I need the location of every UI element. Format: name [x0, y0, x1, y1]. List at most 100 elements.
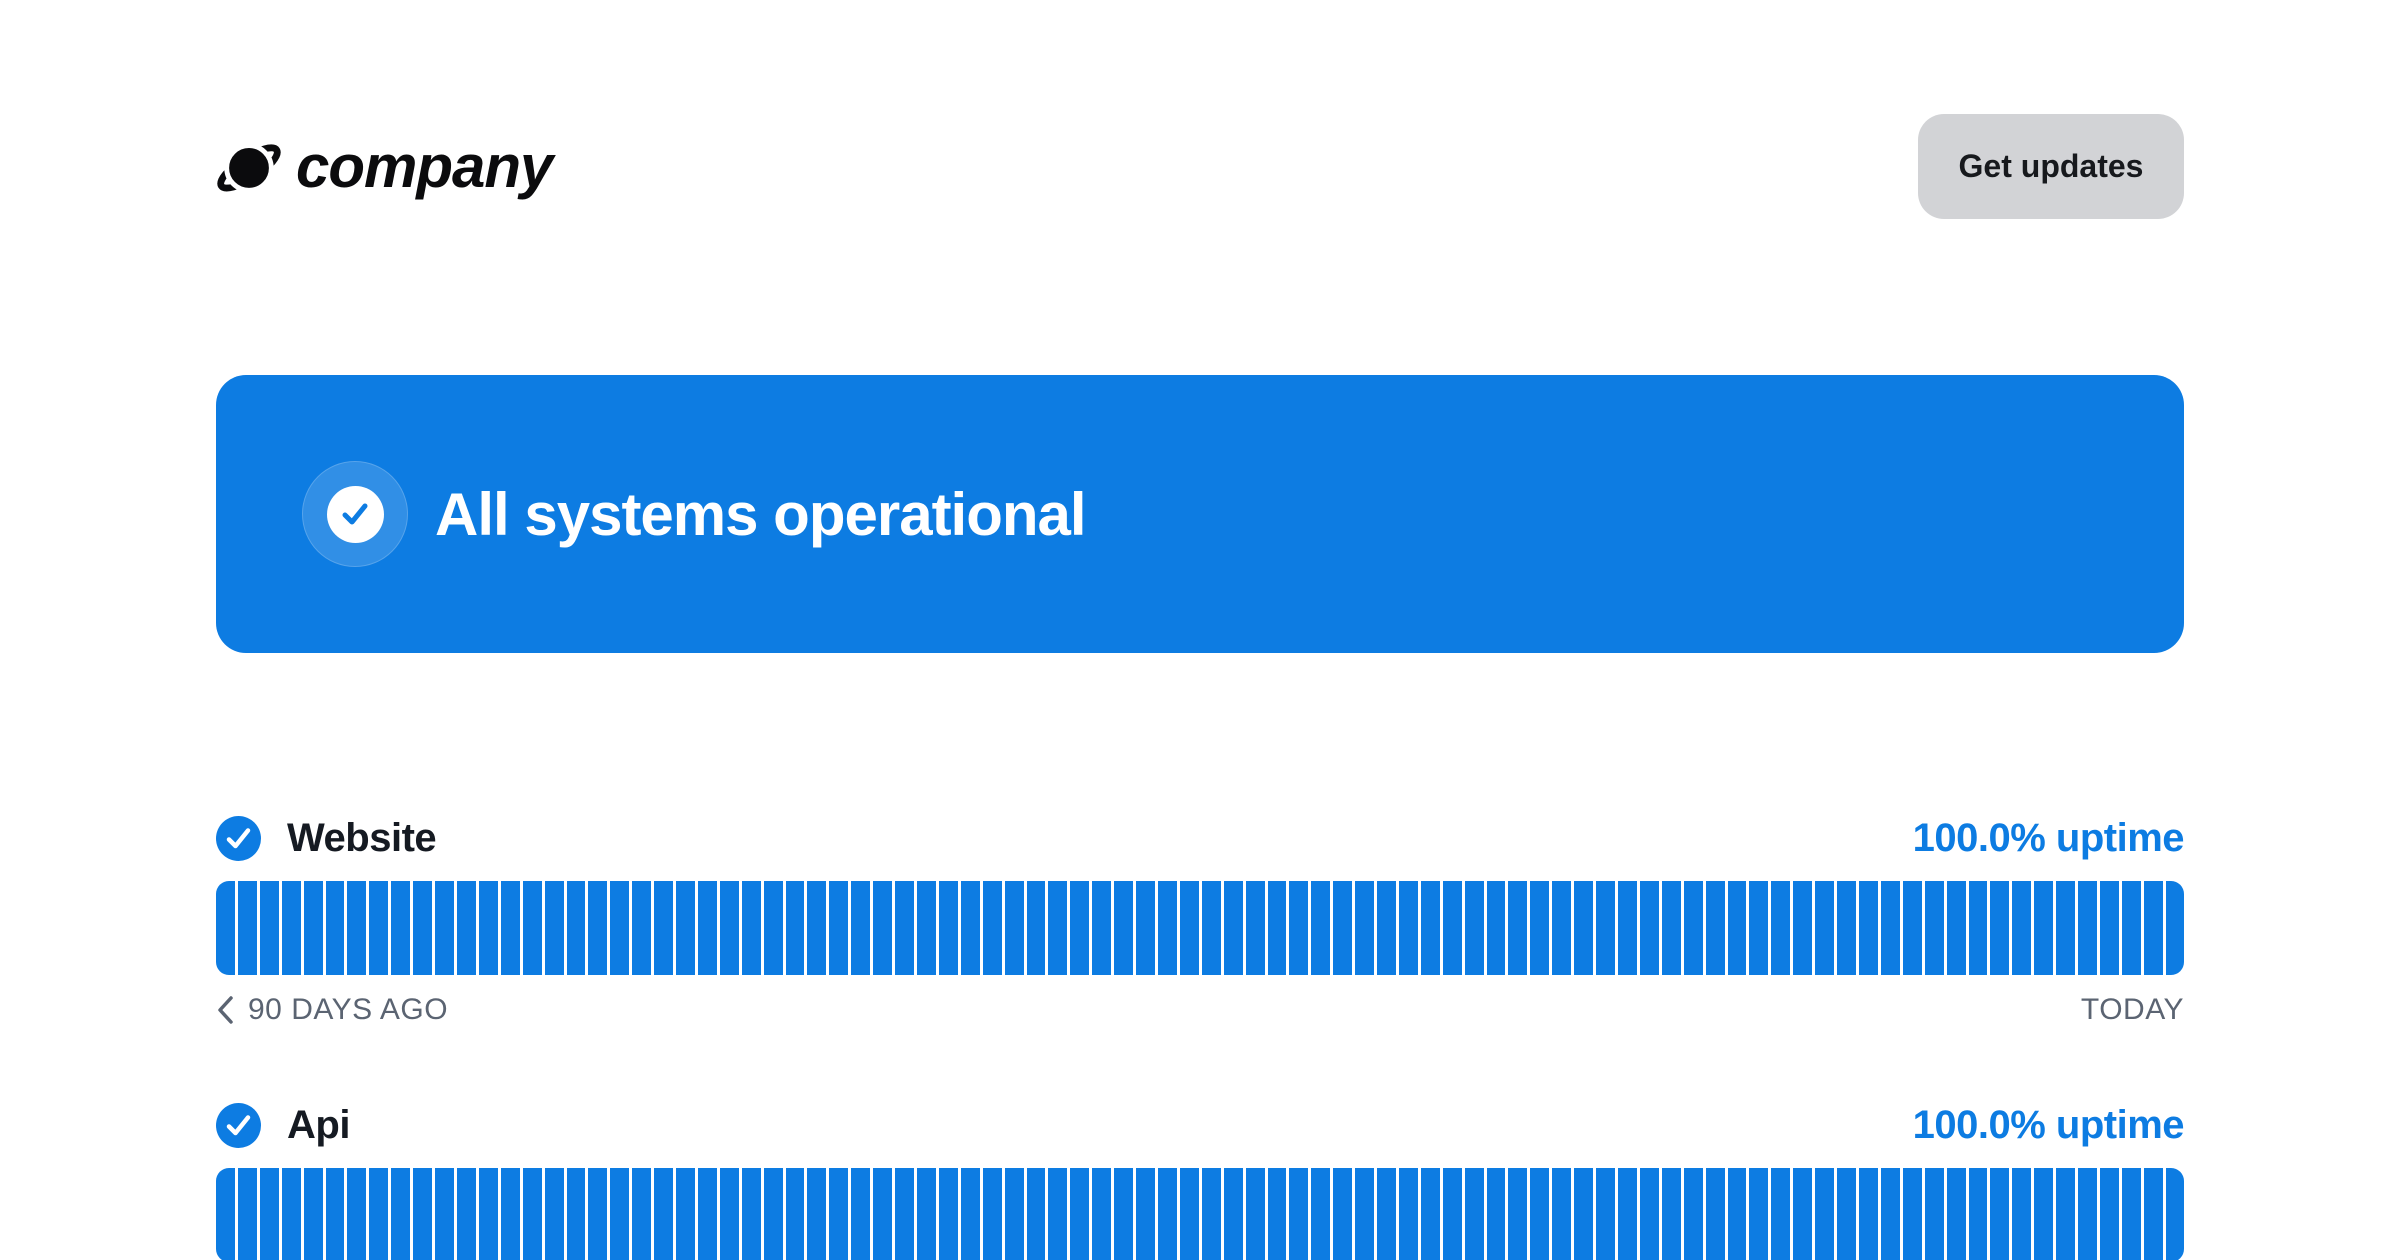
- uptime-day-bar: [1136, 1168, 1155, 1260]
- uptime-day-bar: [610, 1168, 630, 1260]
- uptime-day-bar: [391, 1168, 411, 1260]
- legend-left-label: 90 DAYS AGO: [248, 993, 449, 1026]
- uptime-day-bar: [895, 1168, 914, 1260]
- uptime-day-bar: [851, 1168, 871, 1260]
- uptime-day-bar: [785, 881, 805, 975]
- uptime-day-bar: [2034, 881, 2054, 975]
- uptime-day-bar: [697, 881, 717, 975]
- uptime-day-bar: [566, 881, 586, 975]
- uptime-day-bar: [1420, 1168, 1440, 1260]
- uptime-day-bar: [676, 1168, 695, 1260]
- uptime-day-bar: [697, 1168, 717, 1260]
- uptime-day-bar: [544, 881, 564, 975]
- banner-message: All systems operational: [435, 480, 1087, 548]
- uptime-legend: 90 DAYS AGO TODAY: [216, 993, 2184, 1027]
- uptime-day-bar: [1092, 1168, 1112, 1260]
- uptime-day-bar: [1267, 881, 1287, 975]
- uptime-day-bar: [1924, 881, 1944, 975]
- uptime-day-bar: [1070, 1168, 1090, 1260]
- uptime-day-bar: [1420, 881, 1440, 975]
- service-row: Api 100.0% uptime: [216, 1103, 2185, 1148]
- uptime-day-bar: [1245, 881, 1265, 975]
- uptime-day-bar: [1902, 1168, 1922, 1260]
- uptime-day-bar: [719, 881, 739, 975]
- uptime-day-bar: [982, 1168, 1002, 1260]
- uptime-day-bar: [1683, 881, 1703, 975]
- uptime-day-bar: [1705, 1168, 1725, 1260]
- uptime-day-bar: [325, 1168, 345, 1260]
- uptime-day-bar: [1486, 881, 1506, 975]
- uptime-day-bar: [566, 1168, 586, 1260]
- company-logo[interactable]: company: [216, 128, 553, 204]
- uptime-day-bar: [938, 1168, 958, 1260]
- uptime-day-bar: [719, 1168, 739, 1260]
- uptime-day-bar: [1837, 1168, 1856, 1260]
- check-circle-icon: [216, 1103, 261, 1148]
- uptime-day-bar: [1377, 1168, 1396, 1260]
- uptime-day-bar: [1201, 1168, 1221, 1260]
- uptime-day-bar: [1574, 881, 1594, 975]
- uptime-day-bar: [895, 881, 914, 975]
- uptime-day-bar: [829, 1168, 849, 1260]
- uptime-day-bar: [369, 881, 389, 975]
- uptime-day-bar: [1990, 1168, 2010, 1260]
- uptime-day-bar: [763, 881, 783, 975]
- uptime-day-bar: [1880, 1168, 1900, 1260]
- uptime-day-bar: [1727, 1168, 1747, 1260]
- uptime-day-bar: [281, 881, 301, 975]
- uptime-day-bar: [588, 1168, 608, 1260]
- uptime-day-bar: [500, 881, 520, 975]
- uptime-day-bar: [413, 881, 433, 975]
- uptime-day-bar: [1727, 881, 1747, 975]
- uptime-day-bar: [1530, 881, 1550, 975]
- uptime-day-bar: [1858, 881, 1878, 975]
- uptime-day-bar: [1749, 1168, 1769, 1260]
- uptime-day-bar: [2121, 1168, 2141, 1260]
- check-circle-icon: [216, 816, 261, 861]
- uptime-day-bar: [1311, 1168, 1331, 1260]
- uptime-day-bar: [982, 881, 1002, 975]
- uptime-day-bar: [741, 1168, 761, 1260]
- uptime-day-bar: [281, 1168, 301, 1260]
- uptime-day-bar: [2012, 1168, 2032, 1260]
- uptime-day-bar: [1596, 1168, 1615, 1260]
- service-name: Website: [287, 816, 437, 860]
- get-updates-button[interactable]: Get updates: [1918, 113, 2184, 219]
- uptime-day-bar: [2099, 1168, 2119, 1260]
- uptime-day-bar: [303, 1168, 323, 1260]
- uptime-day-bar: [632, 1168, 652, 1260]
- uptime-day-bar: [1179, 1168, 1199, 1260]
- uptime-day-bar: [1289, 1168, 1309, 1260]
- uptime-day-bar: [1004, 881, 1024, 975]
- uptime-day-bar: [1004, 1168, 1024, 1260]
- uptime-day-bar: [435, 1168, 454, 1260]
- uptime-day-bar: [2056, 1168, 2076, 1260]
- status-page: company Get updates All systems operatio…: [216, 112, 2185, 1260]
- uptime-day-bar: [1114, 881, 1134, 975]
- uptime-day-bar: [1618, 881, 1637, 975]
- uptime-day-bar: [1311, 881, 1331, 975]
- legend-right-label: TODAY: [2080, 993, 2184, 1026]
- uptime-day-bar: [654, 1168, 674, 1260]
- uptime-day-bar: [347, 1168, 367, 1260]
- uptime-day-bar: [413, 1168, 433, 1260]
- uptime-day-bar: [1355, 881, 1375, 975]
- uptime-day-bar: [1157, 881, 1177, 975]
- uptime-day-bar: [1442, 881, 1462, 975]
- uptime-day-bar: [1464, 1168, 1484, 1260]
- uptime-day-bar: [1661, 1168, 1681, 1260]
- service-uptime: 100.0% uptime: [1912, 816, 2185, 860]
- uptime-day-bar: [873, 1168, 893, 1260]
- uptime-day-bar: [588, 881, 608, 975]
- uptime-day-bar: [2165, 881, 2184, 975]
- legend-back-control[interactable]: 90 DAYS AGO: [216, 993, 448, 1027]
- uptime-day-bar: [1157, 1168, 1177, 1260]
- uptime-day-bar: [2143, 881, 2163, 975]
- uptime-day-bar: [2012, 881, 2032, 975]
- uptime-day-bar: [216, 1168, 235, 1260]
- uptime-day-bar: [1968, 1168, 1988, 1260]
- uptime-day-bar: [960, 1168, 980, 1260]
- uptime-day-bar: [807, 1168, 827, 1260]
- uptime-day-bar: [1114, 1168, 1134, 1260]
- uptime-day-bar: [1771, 881, 1791, 975]
